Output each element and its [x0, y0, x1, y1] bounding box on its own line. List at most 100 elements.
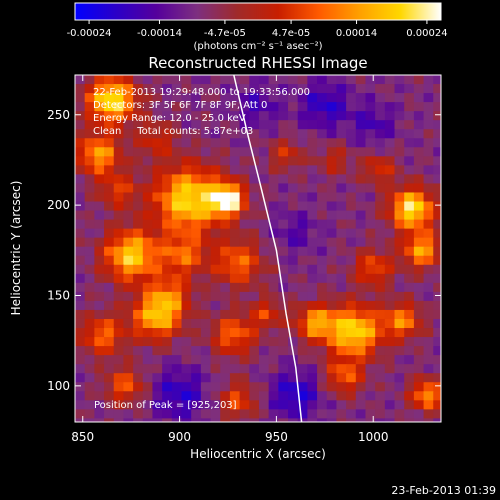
- heatmap-cell: [181, 210, 192, 221]
- heatmap-cell: [142, 156, 154, 166]
- heatmap-cell: [346, 174, 357, 185]
- heatmap-cell: [162, 156, 173, 166]
- heatmap-cell: [433, 418, 441, 422]
- heatmap-cell: [433, 373, 441, 383]
- heatmap-cell: [200, 318, 212, 329]
- heatmap-cell: [200, 282, 212, 293]
- heatmap-cell: [210, 156, 221, 166]
- heatmap-cell: [278, 183, 289, 194]
- heatmap-cell: [394, 400, 405, 410]
- heatmap-cell: [249, 75, 260, 85]
- heatmap-cell: [220, 391, 231, 401]
- heatmap-cell: [297, 382, 308, 392]
- heatmap-cell: [355, 391, 367, 401]
- heatmap-cell: [278, 129, 289, 139]
- heatmap-cell: [258, 337, 270, 347]
- heatmap-cell: [220, 165, 231, 175]
- heatmap-cell: [375, 391, 386, 401]
- heatmap-cell: [152, 255, 163, 266]
- heatmap-cell: [278, 147, 289, 157]
- heatmap-cell: [278, 364, 289, 374]
- heatmap-cell: [239, 300, 250, 311]
- heatmap-cell: [229, 156, 241, 166]
- heatmap-cell: [258, 219, 270, 230]
- heatmap-cell: [346, 273, 357, 284]
- heatmap-cell: [413, 400, 425, 410]
- heatmap-cell: [200, 75, 212, 85]
- heatmap-cell: [84, 111, 95, 121]
- heatmap-cell: [104, 273, 115, 284]
- heatmap-cell: [433, 409, 441, 419]
- heatmap-cell: [317, 246, 328, 257]
- heatmap-cell: [423, 201, 434, 212]
- heatmap-cell: [210, 120, 221, 130]
- heatmap-cell: [191, 228, 202, 239]
- heatmap-cell: [307, 318, 318, 329]
- heatmap-cell: [404, 192, 415, 203]
- heatmap-cell: [104, 337, 115, 347]
- heatmap-cell: [336, 147, 347, 157]
- heatmap-cell: [181, 138, 192, 148]
- heatmap-cell: [113, 237, 125, 248]
- heatmap-cell: [336, 255, 347, 266]
- heatmap-cell: [113, 111, 125, 121]
- heatmap-cell: [288, 156, 299, 166]
- heatmap-cell: [249, 201, 260, 212]
- heatmap-cell: [220, 328, 231, 338]
- heatmap-cell: [433, 138, 441, 148]
- x-tick-label: 850: [71, 430, 94, 444]
- heatmap-cell: [104, 174, 115, 185]
- heatmap-cell: [162, 129, 173, 139]
- heatmap-cell: [181, 328, 192, 338]
- heatmap-cell: [394, 409, 405, 419]
- heatmap-cell: [268, 364, 279, 374]
- heatmap-cell: [162, 111, 173, 121]
- heatmap-cell: [268, 102, 279, 112]
- heatmap-cell: [433, 219, 441, 230]
- y-tick-label: 100: [47, 379, 70, 393]
- heatmap-cell: [181, 129, 192, 139]
- heatmap-cell: [75, 93, 86, 103]
- heatmap-cell: [220, 273, 231, 284]
- heatmap-cell: [113, 183, 125, 194]
- heatmap-cell: [94, 75, 105, 85]
- heatmap-cell: [355, 237, 367, 248]
- heatmap-cell: [220, 309, 231, 320]
- heatmap-cell: [365, 255, 376, 266]
- heatmap-cell: [84, 291, 95, 302]
- heatmap-cell: [433, 309, 441, 320]
- heatmap-cell: [336, 93, 347, 103]
- heatmap-cell: [375, 237, 386, 248]
- heatmap-cell: [84, 364, 95, 374]
- heatmap-cell: [239, 418, 250, 422]
- heatmap-cell: [249, 138, 260, 148]
- heatmap-cell: [142, 210, 154, 221]
- heatmap-cell: [84, 237, 95, 248]
- heatmap-cell: [162, 309, 173, 320]
- heatmap-cell: [75, 210, 86, 221]
- heatmap-cell: [288, 165, 299, 175]
- heatmap-cell: [258, 400, 270, 410]
- heatmap-cell: [123, 102, 134, 112]
- heatmap-cell: [433, 111, 441, 121]
- heatmap-cell: [413, 75, 425, 85]
- heatmap-cell: [326, 418, 338, 422]
- heatmap-cell: [239, 364, 250, 374]
- heatmap-cell: [75, 264, 86, 275]
- heatmap-cell: [113, 291, 125, 302]
- heatmap-cell: [104, 373, 115, 383]
- heatmap-cell: [84, 138, 95, 148]
- heatmap-cell: [365, 183, 376, 194]
- heatmap-cell: [413, 418, 425, 422]
- heatmap-cell: [365, 102, 376, 112]
- heatmap-cell: [278, 282, 289, 293]
- heatmap-cell: [404, 427, 414, 437]
- heatmap-cell: [317, 273, 328, 284]
- heatmap-cell: [104, 418, 115, 422]
- heatmap-cell: [94, 346, 105, 356]
- heatmap-cell: [142, 147, 154, 157]
- heatmap-cell: [394, 373, 405, 383]
- heatmap-cell: [152, 318, 163, 329]
- heatmap-cell: [152, 291, 163, 302]
- heatmap-cell: [191, 219, 202, 230]
